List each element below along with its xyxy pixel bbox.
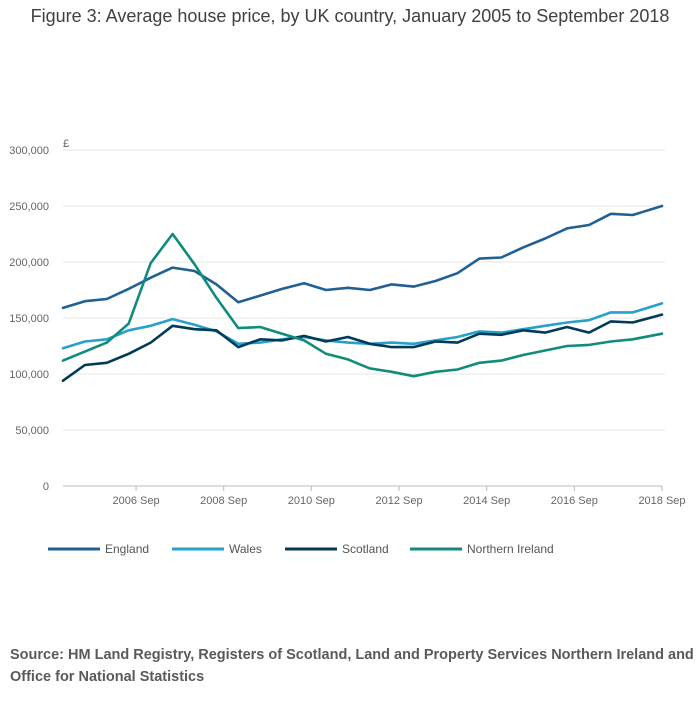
y-tick-label: 0 xyxy=(43,481,49,493)
y-tick-label: 200,000 xyxy=(9,257,49,269)
series-line-scotland xyxy=(61,313,664,382)
x-tick-label: 2018 Sep xyxy=(638,495,685,507)
legend-label-northern-ireland: Northern Ireland xyxy=(467,542,554,556)
y-tick-label: 300,000 xyxy=(9,145,49,157)
chart-source: Source: HM Land Registry, Registers of S… xyxy=(10,647,694,685)
x-tick-label: 2012 Sep xyxy=(375,495,422,507)
series-line-england xyxy=(61,204,664,310)
y-tick-label: 100,000 xyxy=(9,369,49,381)
x-tick-label: 2010 Sep xyxy=(288,495,335,507)
legend-label-england: England xyxy=(105,542,149,556)
gridlines xyxy=(63,149,665,431)
chart-title: Figure 3: Average house price, by UK cou… xyxy=(30,6,670,26)
legend-label-scotland: Scotland xyxy=(342,542,389,556)
x-tick-label: 2006 Sep xyxy=(112,495,159,507)
x-tick-label: 2014 Sep xyxy=(463,495,510,507)
series-line-northern-ireland xyxy=(61,232,664,378)
y-tick-label: 50,000 xyxy=(15,425,49,437)
y-tick-label: 150,000 xyxy=(9,313,49,325)
series-lines xyxy=(61,204,664,382)
legend: England Wales Scotland Northern Ireland xyxy=(48,542,554,556)
y-axis-label: £ xyxy=(63,138,69,150)
x-tick-label: 2016 Sep xyxy=(551,495,598,507)
x-tick-label: 2008 Sep xyxy=(200,495,247,507)
line-chart: 0 50,000 100,000 150,000 200,000 250,000 300,0… xyxy=(9,138,685,556)
series-line-wales xyxy=(61,302,664,350)
axes: 0 50,000 100,000 150,000 200,000 250,000 300,0… xyxy=(9,138,685,507)
legend-label-wales: Wales xyxy=(229,542,262,556)
y-tick-label: 250,000 xyxy=(9,201,49,213)
